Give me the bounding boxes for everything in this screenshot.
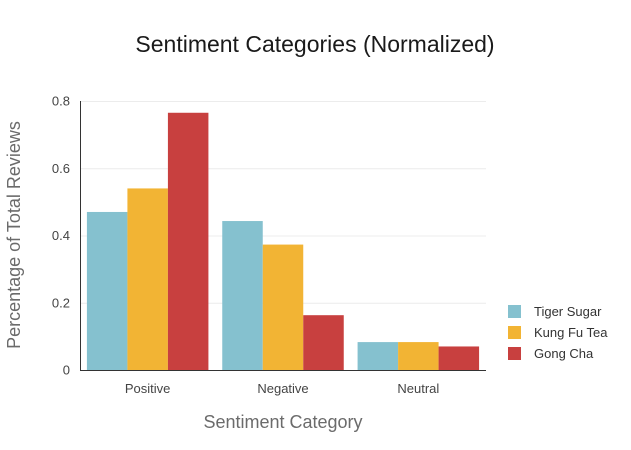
bar-gong-cha-negative (303, 315, 344, 370)
legend-label: Kung Fu Tea (534, 325, 608, 340)
bar-gong-cha-positive (167, 112, 209, 371)
legend-swatch (508, 305, 521, 318)
legend-item-kung-fu-tea: Kung Fu Tea (508, 325, 608, 340)
x-axis-title: Sentiment Category (203, 412, 362, 432)
bar-kung-fu-tea-positive (127, 188, 168, 370)
legend: Tiger Sugar Kung Fu Tea Gong Cha (508, 304, 608, 361)
legend-label: Tiger Sugar (534, 304, 602, 319)
legend-label: Gong Cha (534, 346, 594, 361)
legend-swatch (508, 347, 521, 360)
axes (80, 101, 486, 371)
bar-kung-fu-tea-neutral (398, 342, 439, 370)
bars (86, 112, 480, 371)
bar-tiger-sugar-neutral (357, 342, 399, 370)
legend-swatch (508, 326, 521, 339)
y-tick-label: 0 (63, 363, 70, 378)
y-tick-label: 0.4 (52, 228, 70, 243)
bar-tiger-sugar-positive (86, 211, 128, 370)
y-tick-label: 0.6 (52, 161, 70, 176)
x-tick-label: Positive (125, 381, 171, 396)
bar-gong-cha-neutral (438, 346, 480, 370)
y-axis-title: Percentage of Total Reviews (4, 121, 24, 349)
bar-kung-fu-tea-negative (262, 244, 304, 370)
y-tick-label: 0.8 (52, 94, 70, 109)
chart-title: Sentiment Categories (Normalized) (135, 31, 494, 57)
legend-item-tiger-sugar: Tiger Sugar (508, 304, 602, 319)
x-tick-label: Negative (257, 381, 308, 396)
bar-tiger-sugar-negative (222, 221, 263, 370)
legend-item-gong-cha: Gong Cha (508, 346, 594, 361)
x-tick-label: Neutral (397, 381, 439, 396)
x-tick-labels: Positive Negative Neutral (125, 381, 439, 396)
y-tick-label: 0.2 (52, 295, 70, 310)
y-tick-labels: 0 0.2 0.4 0.6 0.8 (52, 94, 70, 378)
